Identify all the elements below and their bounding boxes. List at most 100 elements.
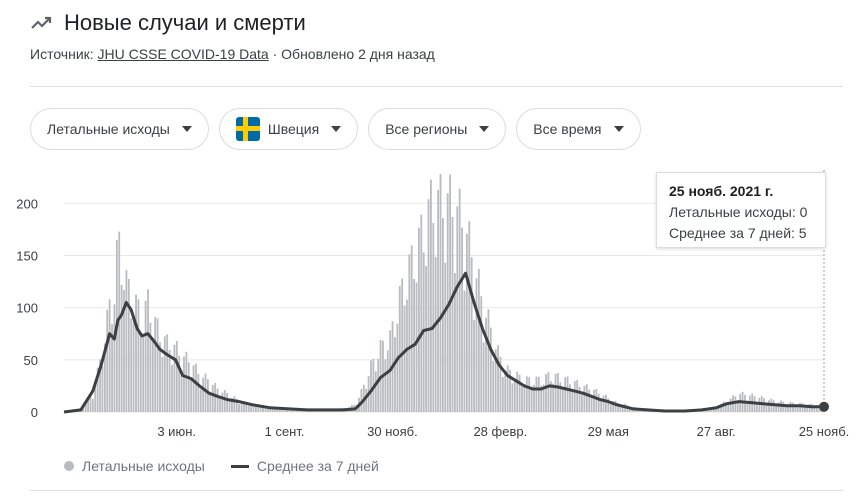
death-bar	[799, 402, 802, 412]
death-bar	[816, 408, 818, 412]
death-bar	[489, 327, 492, 412]
death-bar	[190, 379, 193, 412]
death-bar	[504, 370, 507, 412]
death-bar	[113, 304, 116, 412]
source-link[interactable]: JHU CSSE COVID-19 Data	[97, 46, 269, 62]
death-bar	[513, 378, 516, 412]
death-bar	[216, 388, 219, 412]
death-bar	[159, 342, 161, 412]
death-bar	[818, 408, 821, 412]
death-bar	[360, 388, 363, 412]
death-bar	[262, 405, 264, 412]
death-bar	[386, 350, 389, 412]
death-bar	[768, 400, 770, 412]
death-bar	[736, 400, 739, 412]
death-bar	[228, 400, 231, 412]
death-bar	[775, 404, 778, 412]
source-prefix: Источник:	[30, 46, 94, 62]
death-bar	[787, 403, 790, 412]
death-bar	[461, 227, 463, 412]
death-bar	[94, 385, 97, 412]
death-bar	[430, 179, 432, 412]
region-dropdown[interactable]: Все регионы	[368, 108, 507, 150]
death-bar	[545, 374, 547, 412]
death-bar	[458, 188, 461, 412]
death-bar	[151, 339, 154, 412]
death-bar	[501, 376, 504, 412]
death-bar	[398, 286, 401, 412]
death-bar	[734, 396, 737, 412]
death-bar	[99, 359, 101, 412]
death-bar	[566, 376, 569, 412]
death-bar	[571, 389, 574, 412]
death-bar	[480, 296, 483, 412]
death-bar	[451, 217, 454, 412]
death-bar	[475, 278, 478, 412]
death-bar	[569, 384, 571, 412]
death-bar	[583, 385, 586, 412]
death-bar	[209, 391, 212, 412]
death-bar	[552, 383, 555, 412]
death-bar	[542, 384, 545, 412]
death-bar	[581, 393, 583, 412]
death-bar	[801, 403, 804, 412]
death-bar	[197, 373, 200, 412]
deaths-chart[interactable]: 0 50 100 150 200 3 июн. 1 сент. 30 нояб. 28 февр…	[0, 160, 863, 450]
death-bar	[576, 380, 579, 412]
death-bar	[108, 299, 111, 412]
death-bar	[264, 406, 267, 412]
header: Новые случаи и смерти	[30, 10, 306, 36]
source-line: Источник: JHU CSSE COVID-19 Data · Обнов…	[30, 46, 435, 62]
death-bar	[758, 398, 761, 412]
death-bar	[427, 199, 430, 412]
death-bar	[166, 334, 169, 412]
death-bar	[547, 372, 550, 412]
death-bar	[132, 321, 135, 412]
hover-marker	[819, 401, 829, 412]
death-bar	[96, 367, 99, 412]
death-bar	[276, 408, 279, 412]
death-bar	[118, 231, 121, 412]
death-bar	[518, 374, 521, 412]
death-bar	[204, 373, 207, 412]
death-bar	[540, 385, 543, 412]
death-bar	[207, 379, 209, 412]
death-bar	[715, 406, 718, 412]
death-bar	[597, 393, 600, 412]
death-bar	[161, 356, 164, 412]
death-bar	[453, 273, 456, 412]
death-bar	[600, 400, 603, 412]
death-bar	[487, 309, 490, 412]
death-bar	[137, 299, 140, 412]
x-tick-label: 1 сент.	[265, 424, 305, 439]
death-bar	[619, 406, 622, 412]
y-tick-label: 50	[24, 353, 38, 368]
death-bar	[561, 386, 564, 412]
death-bar	[796, 404, 799, 412]
country-dropdown[interactable]: Швеция	[218, 108, 359, 150]
metric-dropdown[interactable]: Летальные исходы	[30, 108, 209, 150]
death-bar	[516, 371, 519, 412]
legend-bar-swatch	[64, 461, 74, 471]
death-bar	[605, 394, 607, 412]
death-bar	[223, 389, 226, 412]
death-bar	[247, 405, 250, 412]
x-tick-label: 30 нояб.	[367, 424, 418, 439]
death-bar	[528, 377, 531, 412]
death-bar	[468, 221, 471, 412]
region-label: Все регионы	[385, 121, 468, 137]
y-tick-label: 150	[16, 248, 38, 263]
tooltip-deaths: Летальные исходы: 0	[669, 204, 808, 220]
updated-text: · Обновлено 2 дня назад	[272, 46, 435, 62]
death-bar	[84, 404, 87, 412]
death-bar	[482, 342, 485, 412]
period-dropdown[interactable]: Все время	[516, 108, 641, 150]
death-bar	[602, 395, 605, 412]
death-bar	[175, 340, 178, 412]
death-bar	[274, 407, 276, 412]
trending-icon	[31, 16, 52, 29]
death-bar	[180, 373, 183, 412]
death-bar	[511, 383, 514, 412]
death-bar	[617, 403, 619, 412]
death-bar	[187, 362, 190, 412]
